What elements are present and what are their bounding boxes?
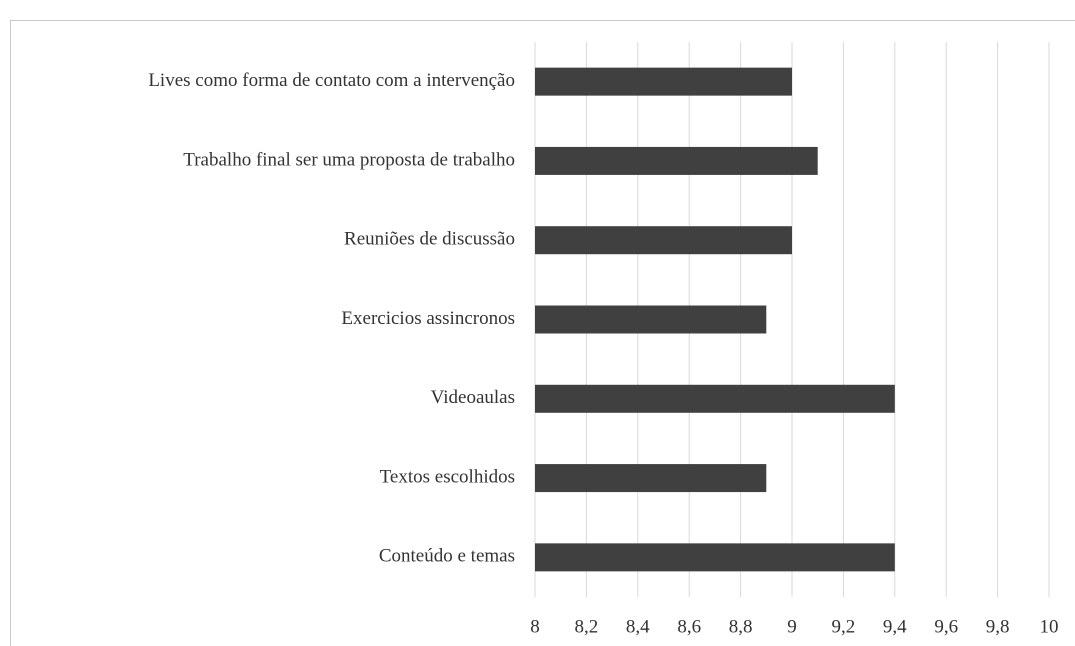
x-tick-label: 8,6 bbox=[677, 616, 701, 637]
bar bbox=[535, 67, 792, 96]
x-tick-label: 8 bbox=[530, 616, 540, 637]
chart-frame bbox=[10, 20, 1075, 646]
x-tick-label: 8,8 bbox=[729, 616, 753, 637]
x-tick-label: 9,6 bbox=[934, 616, 958, 637]
y-tick-label: Textos escolhidos bbox=[380, 466, 515, 487]
x-tick-label: 9,2 bbox=[832, 616, 856, 637]
y-tick-label: Conteúdo e temas bbox=[379, 546, 515, 567]
bar bbox=[535, 146, 818, 175]
bar bbox=[535, 464, 767, 493]
x-tick-label: 9,8 bbox=[986, 616, 1010, 637]
x-tick-label: 8,4 bbox=[626, 616, 650, 637]
bar bbox=[535, 226, 792, 255]
x-tick-label: 9 bbox=[787, 616, 797, 637]
x-tick-label: 9,4 bbox=[883, 616, 907, 637]
bar bbox=[535, 384, 895, 413]
y-tick-label: Reuniões de discussão bbox=[344, 229, 515, 250]
bar bbox=[535, 305, 767, 334]
bar bbox=[535, 543, 895, 572]
x-tick-label: 10 bbox=[1040, 616, 1059, 637]
y-tick-label: Exercicios assincronos bbox=[341, 308, 515, 329]
y-tick-label: Videoaulas bbox=[431, 387, 515, 408]
x-tick-label: 8,2 bbox=[575, 616, 599, 637]
y-tick-label: Lives como forma de contato com a interv… bbox=[148, 70, 515, 91]
y-tick-label: Trabalho final ser uma proposta de traba… bbox=[183, 149, 515, 170]
